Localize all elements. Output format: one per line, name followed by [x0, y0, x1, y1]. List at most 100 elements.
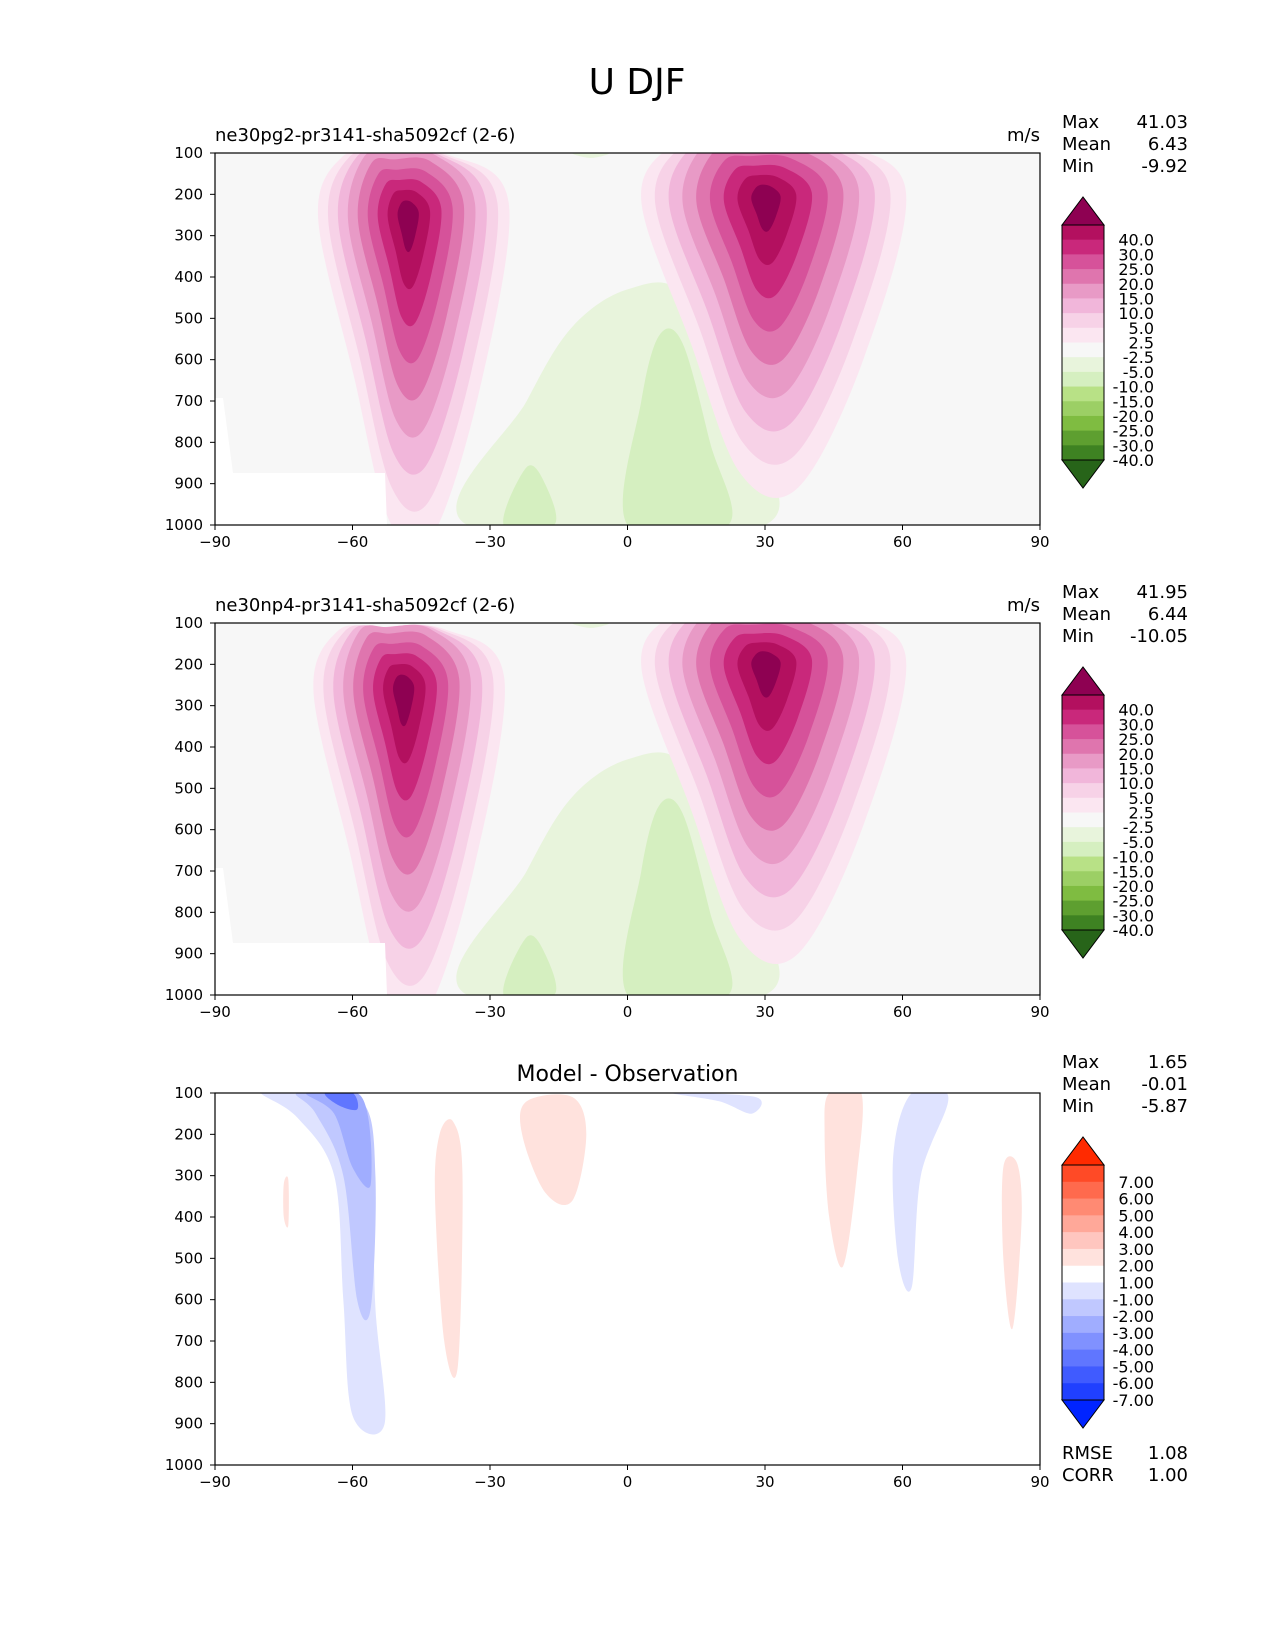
x-tick-label: 60 [893, 1003, 912, 1021]
x-tick-label: −60 [337, 533, 369, 551]
colorbar-label: 40.0 [1118, 231, 1154, 250]
colorbar-segment [1062, 415, 1104, 432]
colorbar-segment [1062, 1366, 1104, 1384]
colorbar-label: -2.5 [1123, 348, 1154, 367]
easterly-surface [503, 935, 557, 995]
colorbar-label: 30.0 [1118, 245, 1154, 264]
colorbar-segment [1062, 709, 1104, 725]
colorbar-label: -2.00 [1113, 1307, 1154, 1326]
stat-label-min: Min [1062, 156, 1094, 177]
colorbar-label: 5.0 [1129, 789, 1154, 808]
colorbar-frame [1061, 694, 1105, 931]
colorbar-label: 2.00 [1118, 1257, 1154, 1276]
y-tick-label: 200 [174, 185, 203, 203]
colorbar-label: 10.0 [1118, 304, 1154, 323]
positive-diff-5 [283, 1176, 289, 1228]
colorbar-label: -20.0 [1113, 407, 1154, 426]
y-tick-label: 100 [174, 1084, 203, 1102]
positive-diff-1 [434, 1119, 463, 1378]
colorbar-extend-top [1061, 666, 1105, 696]
colorbar-label: -1.00 [1113, 1290, 1154, 1309]
panel-title-2: ne30np4-pr3141-sha5092cf (2-6) [215, 595, 515, 616]
x-tick-label: 0 [623, 533, 633, 551]
colorbar-label: -25.0 [1113, 892, 1154, 911]
stat-label-max: Max [1062, 112, 1100, 133]
y-tick-label: 600 [174, 351, 203, 369]
y-tick-label: 400 [174, 1208, 203, 1226]
y-tick-label: 900 [174, 1415, 203, 1433]
colorbar-segment [1062, 739, 1104, 755]
colorbar-label: 6.00 [1118, 1190, 1154, 1209]
y-tick-label: 500 [174, 779, 203, 797]
colorbar-segment [1062, 445, 1104, 461]
stat-label-mean: Mean [1062, 134, 1111, 155]
colorbar-segment [1062, 1248, 1104, 1267]
x-tick-label: 0 [623, 1003, 633, 1021]
stat-value-max: 41.95 [1136, 582, 1188, 603]
colorbar-segment [1062, 1165, 1104, 1183]
y-tick-label: 200 [174, 655, 203, 673]
y-tick-label: 900 [174, 945, 203, 963]
y-tick-label: 800 [174, 1373, 203, 1391]
stat-value-corr: 1.00 [1148, 1465, 1188, 1486]
colorbar-segment [1062, 313, 1104, 329]
colorbar-segment [1062, 724, 1104, 740]
colorbar-segment [1062, 695, 1104, 711]
easterly-core [622, 798, 733, 995]
x-tick-label: 60 [893, 533, 912, 551]
colorbar-segment [1062, 841, 1104, 858]
positive-diff-4 [1001, 1156, 1022, 1330]
units-label-1: m/s [1007, 125, 1040, 146]
colorbar-label: -10.0 [1113, 848, 1154, 867]
y-tick-label: 600 [174, 821, 203, 839]
colorbar-frame [1061, 224, 1105, 461]
x-tick-label: 0 [623, 1473, 633, 1491]
colorbar-label: 25.0 [1118, 730, 1154, 749]
contour-field-3 [215, 1093, 1040, 1465]
x-tick-label: 90 [1030, 1003, 1049, 1021]
x-tick-label: 30 [755, 533, 774, 551]
x-tick-label: −30 [474, 1003, 506, 1021]
x-tick-label: −90 [199, 1003, 231, 1021]
stat-label-max: Max [1062, 582, 1100, 603]
colorbar-extend-bottom [1061, 929, 1105, 959]
negative-diff-6 [672, 1093, 762, 1114]
colorbar-label: -15.0 [1113, 392, 1154, 411]
y-tick-label: 1000 [165, 1456, 203, 1474]
colorbar-label: -40.0 [1113, 451, 1154, 470]
colorbar-label: -7.00 [1113, 1391, 1154, 1410]
stat-value-min: -5.87 [1141, 1096, 1188, 1117]
panel-title-1: ne30pg2-pr3141-sha5092cf (2-6) [215, 125, 515, 146]
y-tick-label: 400 [174, 738, 203, 756]
colorbar-label: 20.0 [1118, 275, 1154, 294]
colorbar-label: -30.0 [1113, 436, 1154, 455]
topography-mask [215, 398, 387, 525]
colorbar-label: 15.0 [1118, 759, 1154, 778]
y-tick-label: 900 [174, 475, 203, 493]
stat-value-mean: 6.44 [1148, 604, 1188, 625]
colorbar-segment [1062, 430, 1104, 446]
y-tick-label: 400 [174, 268, 203, 286]
positive-diff-2 [519, 1094, 587, 1206]
colorbar-label: 20.0 [1118, 745, 1154, 764]
colorbar-3: 7.006.005.004.003.002.001.00-1.00-2.00-3… [1061, 1136, 1154, 1429]
colorbar-segment [1062, 386, 1104, 402]
colorbar-label: 15.0 [1118, 289, 1154, 308]
stat-value-mean: 6.43 [1148, 134, 1188, 155]
panel-2: −90 −60 −30 0 30 60 90 100 200 300 400 500 600 700 800… [165, 582, 1188, 1021]
colorbar-label: -15.0 [1113, 862, 1154, 881]
figure-title: U DJF [589, 62, 686, 103]
colorbar-label: -20.0 [1113, 877, 1154, 896]
panel-title-3: Model - Observation [517, 1062, 739, 1087]
colorbar-segment [1062, 269, 1104, 285]
colorbar-segment [1062, 1332, 1104, 1351]
jet-1-level-9 [397, 200, 419, 253]
stat-label-corr: CORR [1062, 1465, 1114, 1486]
colorbar-2: 40.030.025.020.015.010.05.02.5-2.5-5.0-1… [1061, 666, 1154, 959]
colorbar-label: -4.00 [1113, 1341, 1154, 1360]
colorbar-label: 7.00 [1118, 1173, 1154, 1192]
colorbar-segment [1062, 1349, 1104, 1367]
colorbar-segment [1062, 1299, 1104, 1317]
colorbar-label: 3.00 [1118, 1240, 1154, 1259]
topography-mask [215, 868, 387, 995]
